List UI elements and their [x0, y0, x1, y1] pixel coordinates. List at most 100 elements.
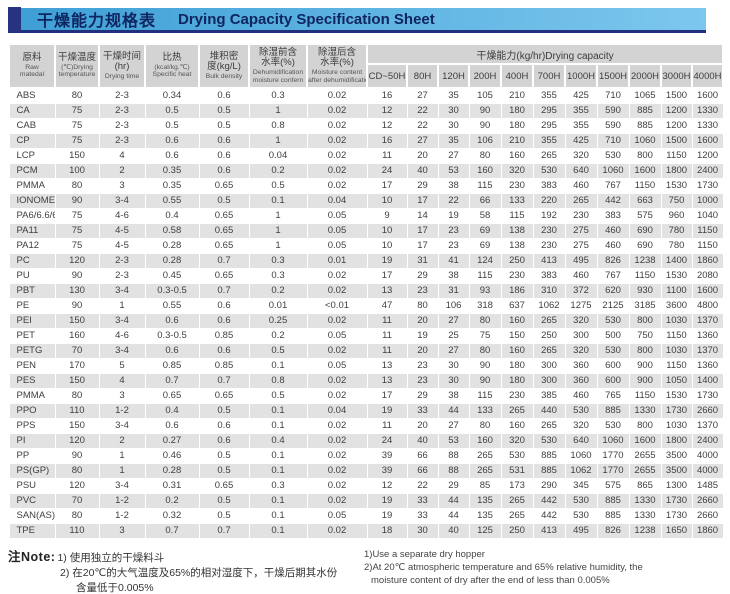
value-cell: 960	[660, 207, 693, 224]
material-cell: PPS	[8, 417, 56, 434]
value-cell: 460	[564, 177, 598, 194]
value-cell: 885	[628, 102, 662, 119]
value-cell: 75	[54, 222, 100, 239]
value-cell: 160	[468, 162, 502, 179]
value-cell: 0.02	[306, 447, 368, 464]
value-cell: 0.3	[248, 252, 308, 269]
value-cell: 44	[437, 507, 470, 524]
value-cell: 530	[532, 432, 566, 449]
value-cell: 1200	[660, 117, 693, 134]
value-cell: 0.6	[198, 87, 250, 104]
value-cell: 1060	[628, 132, 662, 149]
value-cell: 1600	[691, 282, 724, 299]
value-cell: 3-4	[98, 342, 146, 359]
value-cell: 0.65	[144, 387, 200, 404]
value-cell: 3185	[628, 297, 662, 314]
value-cell: 0.65	[198, 387, 250, 404]
value-cell: 4000	[691, 447, 724, 464]
value-cell: 80	[406, 297, 439, 314]
value-cell: 30	[437, 372, 470, 389]
material-cell: PMMA	[8, 387, 56, 404]
value-cell: 0.1	[248, 192, 308, 209]
value-cell: 27	[437, 342, 470, 359]
value-cell: 0.7	[144, 372, 200, 389]
value-cell: 0.05	[306, 507, 368, 524]
value-cell: 885	[532, 462, 566, 479]
value-cell: 1062	[532, 297, 566, 314]
material-cell: LCP	[8, 147, 56, 164]
value-cell: 88	[437, 447, 470, 464]
value-cell: 320	[564, 417, 598, 434]
capacity-col-header-0: CD~50H	[366, 63, 408, 89]
value-cell: 2655	[628, 447, 662, 464]
col-header-6: 除湿后含 水率(%) Moisture content after dehumidif…	[306, 43, 368, 89]
material-cell: PPO	[8, 402, 56, 419]
table-row: ABS 80 2-3 0.34 0.6 0.3 0.02 16 27 35 105 210 355 425…	[8, 87, 724, 104]
value-cell: 710	[596, 87, 630, 104]
value-cell: 22	[406, 102, 439, 119]
value-cell: 120	[54, 477, 100, 494]
value-cell: 3	[98, 522, 146, 539]
value-cell: 11	[366, 312, 408, 329]
value-cell: 0.6	[198, 297, 250, 314]
value-cell: 93	[468, 282, 502, 299]
value-cell: 3-4	[98, 477, 146, 494]
table-row: PCM 100 2 0.35 0.6 0.2 0.02 24 40 53 160 320 530 640 1…	[8, 162, 724, 179]
footnotes-en: 1)Use a separate dry hopper 2)At 20℃ atm…	[364, 546, 722, 594]
value-cell: 4	[98, 147, 146, 164]
value-cell: 210	[500, 132, 534, 149]
value-cell: 160	[54, 327, 100, 344]
value-cell: 17	[406, 237, 439, 254]
value-cell: 22	[406, 477, 439, 494]
value-cell: 35	[437, 87, 470, 104]
table-row: PP 90 1 0.46 0.5 0.1 0.02 39 66 88 265 530 885 1060 17…	[8, 447, 724, 464]
table-row: CA 75 2-3 0.5 0.5 1 0.02 12 22 30 90 180 295 355 590 88…	[8, 102, 724, 119]
value-cell: 29	[406, 387, 439, 404]
value-cell: 24	[366, 432, 408, 449]
value-cell: 30	[406, 522, 439, 539]
value-cell: 0.02	[306, 117, 368, 134]
value-cell: 1800	[660, 162, 693, 179]
value-cell: 1	[98, 297, 146, 314]
value-cell: 2660	[691, 402, 724, 419]
value-cell: 413	[532, 522, 566, 539]
value-cell: 22	[406, 117, 439, 134]
value-cell: 4-6	[98, 327, 146, 344]
value-cell: 360	[564, 357, 598, 374]
title-accent-block	[8, 6, 21, 32]
value-cell: 275	[564, 222, 598, 239]
value-cell: 0.8	[248, 372, 308, 389]
value-cell: 20	[406, 342, 439, 359]
value-cell: 300	[564, 327, 598, 344]
value-cell: 66	[468, 192, 502, 209]
value-cell: 3-4	[98, 312, 146, 329]
value-cell: 0.6	[144, 342, 200, 359]
value-cell: 88	[437, 462, 470, 479]
value-cell: 800	[628, 147, 662, 164]
value-cell: 3500	[660, 447, 693, 464]
value-cell: 1000	[691, 192, 724, 209]
value-cell: 1330	[628, 507, 662, 524]
value-cell: 2-3	[98, 87, 146, 104]
value-cell: 90	[468, 372, 502, 389]
value-cell: 1800	[660, 432, 693, 449]
value-cell: 115	[468, 267, 502, 284]
value-cell: 85	[468, 477, 502, 494]
value-cell: 90	[468, 102, 502, 119]
value-cell: 0.28	[144, 462, 200, 479]
value-cell: 133	[468, 402, 502, 419]
value-cell: 383	[596, 207, 630, 224]
value-cell: 0.35	[144, 162, 200, 179]
value-cell: 115	[500, 207, 534, 224]
value-cell: 530	[532, 162, 566, 179]
value-cell: 90	[54, 192, 100, 209]
value-cell: 0.02	[306, 387, 368, 404]
note-zh-2: 2) 在20℃的大气温度及65%的相对湿度下，干燥后期其水份	[60, 567, 338, 579]
value-cell: 1500	[660, 87, 693, 104]
value-cell: 530	[564, 402, 598, 419]
value-cell: 27	[437, 417, 470, 434]
material-cell: PP	[8, 447, 56, 464]
value-cell: 19	[406, 327, 439, 344]
value-cell: 138	[500, 222, 534, 239]
value-cell: 0.35	[144, 177, 200, 194]
